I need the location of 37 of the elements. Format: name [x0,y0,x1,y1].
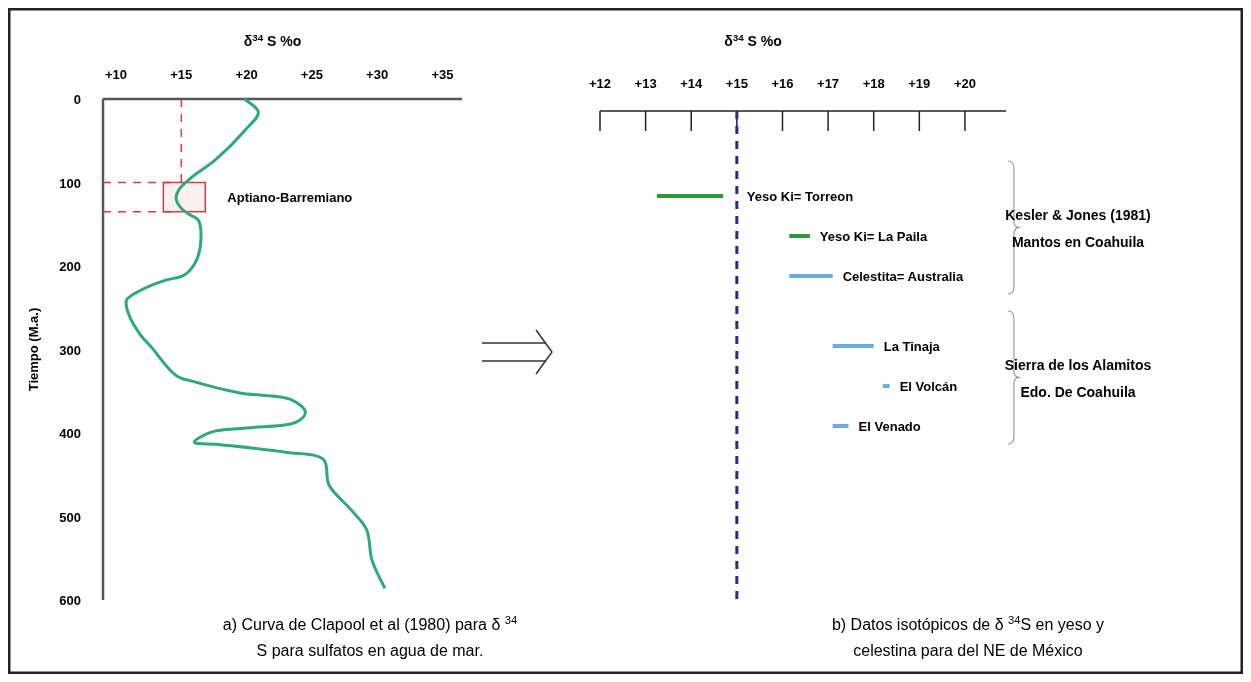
y-tick-label: 500 [59,509,81,525]
y-tick-label: 0 [73,92,81,107]
text: b) Datos isotópicos de δ $^{34}$S en yeso y celestina para del NE de México [831,614,1105,659]
x-tick-label: +20 [235,67,258,82]
x-tick-label: +15 [170,67,193,82]
x-tick-label: +18 [862,76,885,91]
x-tick-label: +35 [431,67,454,82]
annotation: Sierra de los Alamitos Edo. De Coahuila [1004,356,1152,400]
x-tick-label: +17 [817,76,840,91]
x-tick-label: +30 [366,67,389,82]
y-tick-label: Yeso Ki= Torreon [746,189,854,204]
x-tick-label: +15 [725,76,748,91]
y-tick-label: El Venado [858,419,921,434]
line-series [124,97,387,590]
x-tick-label: +13 [634,76,657,91]
x-tick-label: +25 [300,67,323,82]
x-tick-label: +14 [680,76,704,91]
y-tick-label: 200 [59,259,81,274]
y-tick-label: 600 [59,593,81,608]
y-tick-label: 300 [59,342,81,358]
y-tick-label: 400 [59,426,81,441]
x-tick-label: +20 [953,76,976,91]
x-tick-label: +10 [105,67,128,82]
annotation: Kesler & Jones (1981) Mantos en Coahuila [1005,206,1151,250]
x-axis-title: δ$^{34}$ S %o [724,31,782,49]
text: a) Curva de Clapool et al (1980) para δ $^{34}$ S para sulfatos en agua de mar. [222,614,518,659]
y-tick-label: El Volcán [899,379,958,394]
x-tick-label: +19 [908,76,931,91]
y-tick-label: 100 [59,175,81,191]
x-tick-label: +12 [588,76,612,91]
band-label: Aptiano-Barremiano [227,190,353,206]
y-axis-title: Tiempo (M.a.) [26,307,41,392]
y-tick-label: Celestita= Australia [842,269,964,284]
y-tick-label: Yeso Ki= La Paila [819,229,928,244]
y-tick-label: La Tinaja [883,339,941,354]
x-tick-label: +16 [771,76,794,91]
x-axis-title: δ$^{34}$ S %o [243,31,302,49]
